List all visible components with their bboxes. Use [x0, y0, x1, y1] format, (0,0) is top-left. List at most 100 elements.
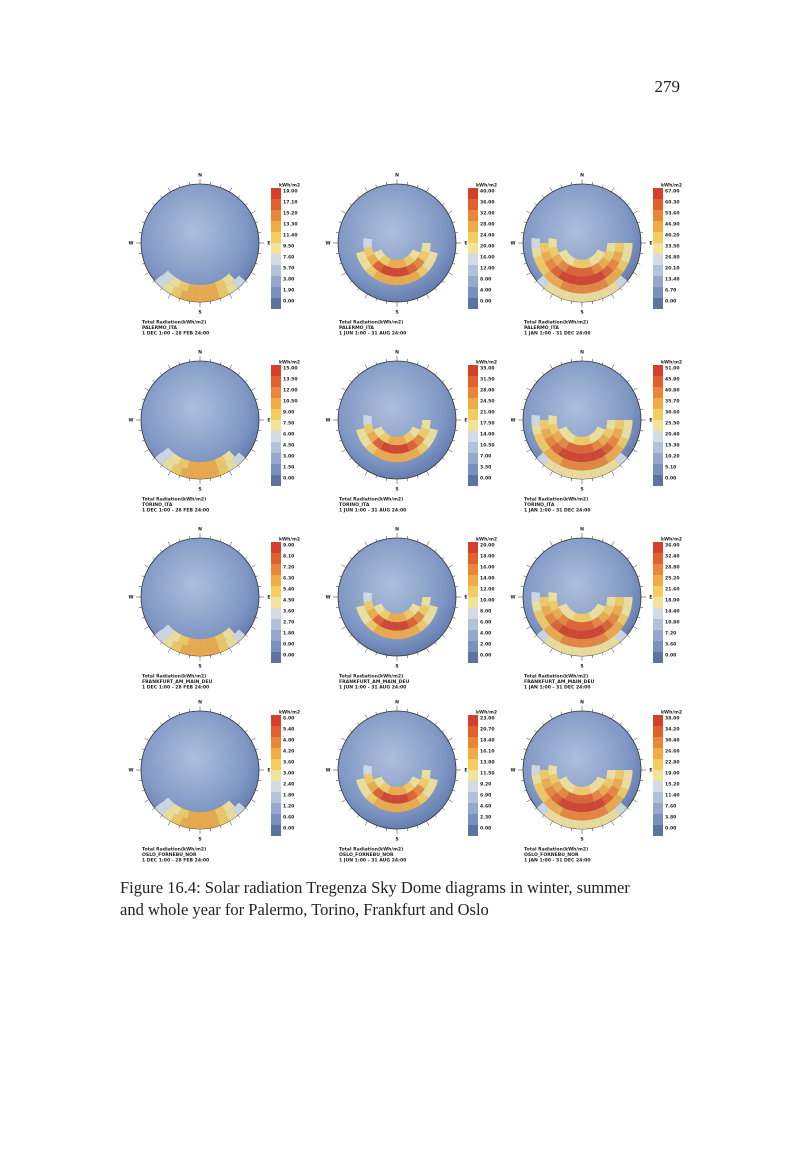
sky-patch [200, 646, 211, 656]
sky-patch [551, 276, 564, 289]
rim-tick [159, 549, 163, 552]
sky-patch [154, 452, 168, 466]
legend-swatch [653, 792, 663, 803]
rim-tick [526, 799, 532, 803]
sky-patch [373, 797, 386, 810]
sky-patch [593, 797, 606, 810]
rim-tick [541, 372, 545, 375]
sky-patch [601, 619, 614, 632]
rim-tick [144, 799, 150, 803]
panel-caption: OSLO_FORNEBU_NOR [339, 852, 394, 858]
rim-tick [141, 398, 145, 401]
sky-patch [179, 644, 192, 656]
rim-tick [167, 820, 171, 826]
sky-patch [559, 280, 572, 292]
legend-swatch [653, 715, 663, 726]
sky-patch [379, 608, 391, 621]
sky-patch [406, 262, 419, 275]
compass-label: S [580, 310, 583, 316]
rim-tick [341, 799, 347, 803]
sky-patch [583, 266, 595, 277]
legend-swatch [271, 221, 281, 232]
rim-tick [632, 564, 638, 568]
legend-label: 12.00 [283, 388, 298, 394]
rim-tick [434, 288, 438, 291]
rim-tick [591, 828, 594, 832]
sky-patch [552, 463, 565, 476]
compass-label: W [128, 595, 133, 601]
rim-tick [455, 252, 459, 255]
legend-swatch [468, 420, 478, 431]
rim-tick [167, 647, 171, 653]
legend-label: 21.00 [480, 410, 495, 416]
compass-label: E [267, 595, 270, 601]
sky-patch [380, 618, 392, 630]
sky-patch [607, 612, 620, 625]
rim-tick [534, 729, 537, 733]
legend-label: 0.00 [665, 826, 676, 832]
rim-tick [178, 475, 181, 479]
compass-label: N [395, 350, 399, 356]
rim-tick [255, 398, 259, 401]
rim-tick [167, 364, 171, 370]
sky-patch [363, 773, 375, 785]
sky-patch [365, 442, 378, 455]
sky-patch [623, 770, 633, 781]
rim-tick [335, 408, 339, 411]
rim-tick [141, 575, 145, 578]
legend-label: 2.40 [283, 782, 294, 788]
rim-tick [560, 475, 563, 479]
rim-tick [255, 616, 259, 619]
rim-tick [144, 210, 150, 214]
sky-patch [544, 258, 557, 271]
sky-patch [569, 810, 580, 821]
legend-swatch [271, 398, 281, 409]
rim-tick [385, 181, 388, 185]
sky-patch [616, 613, 629, 626]
sky-patch [208, 467, 221, 479]
legend-label: 5.70 [283, 266, 294, 272]
sky-patch [408, 447, 421, 460]
legend-label: 17.50 [480, 421, 495, 427]
rim-tick [138, 585, 142, 588]
rim-tick [640, 252, 644, 255]
legend-swatch [271, 619, 281, 630]
sky-patch [596, 455, 609, 468]
legend-label: 0.00 [283, 653, 294, 659]
sky-patch [387, 785, 397, 796]
sky-patch [614, 597, 625, 608]
sky-patch [614, 770, 625, 781]
rim-tick [520, 779, 524, 782]
panel-caption: FRANKFURT_AM_MAIN_DEU [142, 679, 213, 685]
rim-tick [632, 387, 638, 391]
sky-patch [558, 249, 571, 261]
sky-patch [225, 281, 238, 295]
sky-patch [359, 612, 372, 625]
sky-patch [417, 250, 430, 262]
rim-tick [341, 564, 347, 568]
legend-label: 11.50 [480, 771, 495, 777]
legend-label: 60.30 [665, 200, 680, 206]
sky-patch [169, 803, 182, 816]
legend-swatch [468, 553, 478, 564]
legend-swatch [653, 464, 663, 475]
rim-tick [611, 541, 615, 547]
legend-label: 30.40 [665, 738, 680, 744]
rim-tick [601, 711, 604, 715]
rim-tick [632, 799, 638, 803]
sky-patch [356, 778, 368, 790]
rim-tick [255, 789, 259, 792]
rim-tick [637, 575, 641, 578]
rim-tick [406, 535, 409, 539]
legend-swatch [271, 564, 281, 575]
rim-tick [338, 221, 342, 224]
sky-patch [200, 819, 211, 829]
sky-patch [586, 274, 597, 285]
sky-patch [551, 630, 564, 643]
legend-label: 36.00 [480, 200, 495, 206]
sky-patch [531, 237, 541, 249]
rim-tick [570, 708, 573, 712]
rim-tick [245, 634, 248, 638]
sky-patch [548, 600, 560, 612]
